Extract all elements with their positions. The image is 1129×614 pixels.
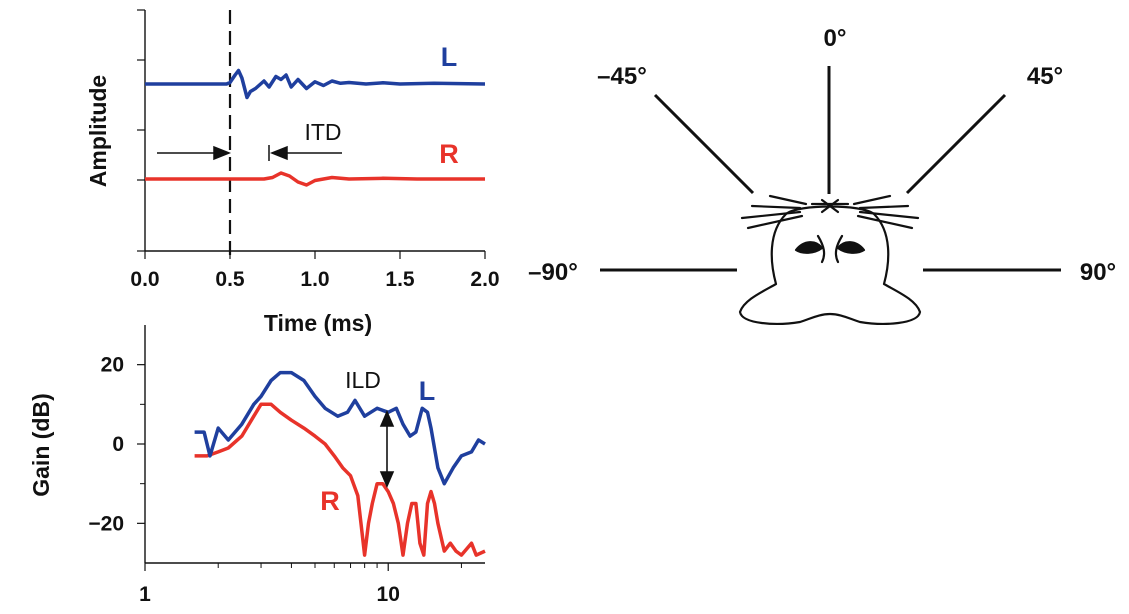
bottom-y-ticks: 20 0 −20: [88, 354, 145, 535]
bottom-y-tick-label: 20: [101, 354, 124, 377]
ild-arrow: [379, 409, 395, 489]
cat-head-drawing: [738, 194, 922, 325]
angle-label-45: 45°: [1027, 63, 1063, 90]
angle-label-90: 90°: [1080, 259, 1116, 286]
bottom-panel: 20 0 −20 1 10 ILD L R Gain (dB): [28, 325, 486, 606]
top-y-axis: [137, 9, 146, 252]
bottom-legend-R: R: [320, 486, 340, 516]
top-x-tick-label: 1.0: [300, 268, 329, 291]
bottom-x-tick-label: 1: [139, 583, 151, 606]
top-x-label: Time (ms): [264, 310, 372, 336]
top-x-tick-label: 0.0: [130, 268, 159, 291]
bottom-y-tick-label: 0: [112, 433, 124, 456]
top-x-tick-label: 2.0: [470, 268, 499, 291]
top-y-label: Amplitude: [85, 75, 111, 187]
bottom-y-tick-label: −20: [88, 512, 124, 535]
angle-label-minus90: –90°: [528, 259, 578, 286]
bottom-series-R: [194, 402, 486, 557]
top-x-ticks: 0.0 0.5 1.0 1.5 2.0: [130, 251, 500, 291]
direction-lines: [600, 66, 1061, 272]
angle-label-minus45: –45°: [597, 63, 647, 90]
top-series-L: [145, 68, 486, 100]
bottom-legend-L: L: [419, 376, 436, 406]
bottom-series-L: [194, 370, 486, 486]
direction-line-minus45: [653, 93, 755, 195]
top-series-R: [145, 171, 485, 187]
ild-label: ILD: [345, 367, 381, 393]
direction-line-45: [905, 93, 1007, 195]
itd-label: ITD: [304, 119, 341, 145]
top-x-tick-label: 0.5: [215, 268, 245, 291]
azimuth-diagram: 0° –45° 45° –90° 90°: [528, 25, 1116, 325]
top-legend-L: L: [441, 42, 458, 72]
itd-arrows: [157, 145, 342, 161]
bottom-x-tick-label: 10: [377, 583, 400, 606]
angle-label-0: 0°: [824, 25, 847, 52]
top-panel: 0.0 0.5 1.0 1.5 2.0 ITD L R Amplitude Time (…: [85, 9, 500, 336]
bottom-x-ticks: 1 10: [139, 563, 462, 606]
top-x-tick-label: 1.5: [385, 268, 415, 291]
top-legend-R: R: [439, 139, 459, 169]
bottom-y-label: Gain (dB): [28, 393, 54, 497]
